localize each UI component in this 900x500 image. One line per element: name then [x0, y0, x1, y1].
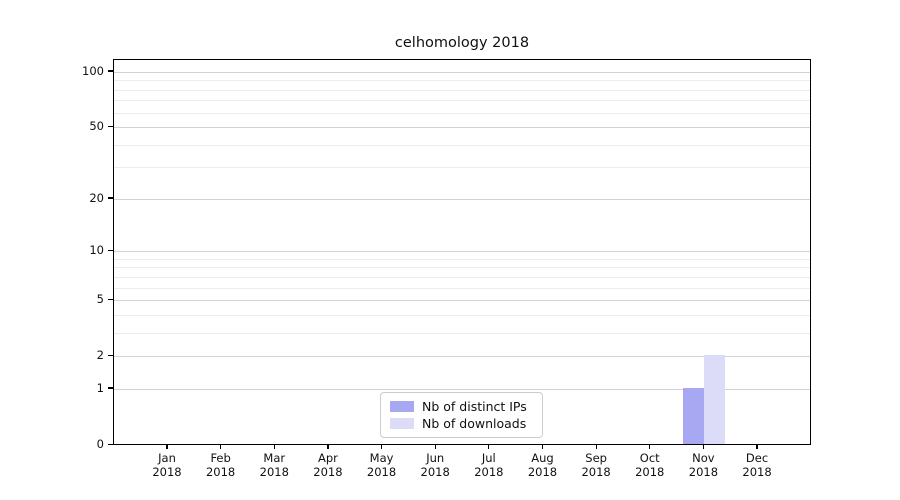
x-tick-label-apr: Apr 2018: [296, 451, 360, 479]
major-gridline-y-10: [114, 251, 810, 253]
x-tick-dec: [756, 444, 758, 449]
minor-gridline-y-3: [114, 332, 810, 334]
x-tick-label-oct: Oct 2018: [618, 451, 682, 479]
x-tick-label-jan: Jan 2018: [135, 451, 199, 479]
x-tick-year-dec: 2018: [742, 464, 772, 479]
x-tick-aug: [541, 444, 544, 449]
x-tick-sep: [595, 444, 597, 449]
major-gridline-y-5: [114, 300, 810, 302]
y-tick-label-0: 0: [96, 437, 104, 451]
x-tick-may: [380, 444, 383, 449]
legend-swatch-distinct-ips: [390, 400, 414, 412]
y-tick-label-20: 20: [89, 190, 104, 205]
x-tick-year-oct: 2018: [635, 464, 665, 479]
x-tick-year-may: 2018: [366, 464, 397, 479]
minor-gridline-y-9: [114, 258, 810, 260]
legend-item-downloads: Nb of downloads: [390, 416, 533, 431]
y-tick-label-10: 10: [89, 243, 104, 258]
x-tick-year-sep: 2018: [581, 464, 611, 479]
x-tick-apr: [327, 444, 329, 449]
x-tick-year-mar: 2018: [259, 464, 289, 479]
y-tick-5: [108, 298, 113, 300]
x-tick-jul: [488, 444, 490, 449]
minor-gridline-y-60: [114, 112, 810, 114]
x-tick-year-apr: 2018: [313, 464, 343, 479]
minor-gridline-y-30: [114, 167, 810, 169]
major-gridline-y-2: [114, 356, 810, 358]
x-tick-year-nov: 2018: [688, 464, 719, 479]
x-tick-year-jan: 2018: [152, 464, 182, 479]
x-tick-year-jul: 2018: [474, 464, 504, 479]
major-gridline-y-50: [114, 127, 810, 129]
x-tick-label-nov: Nov 2018: [671, 451, 735, 479]
minor-gridline-y-40: [114, 144, 810, 146]
y-tick-label-2: 2: [96, 348, 104, 363]
bar-nov-series-1: [704, 355, 726, 444]
y-tick-0: [108, 443, 113, 445]
legend-label-distinct-ips: Nb of distinct IPs: [422, 398, 527, 414]
legend-label-downloads: Nb of downloads: [422, 416, 527, 432]
plot-area: [113, 59, 811, 445]
x-tick-label-feb: Feb 2018: [189, 451, 253, 479]
major-gridline-y-1: [114, 388, 810, 390]
x-tick-label-jul: Jul 2018: [457, 451, 521, 479]
minor-gridline-y-7: [114, 276, 810, 278]
bar-nov-series-0: [683, 387, 705, 444]
x-tick-label-jun: Jun 2018: [403, 451, 467, 479]
minor-gridline-y-70: [114, 100, 810, 102]
x-tick-year-aug: 2018: [527, 464, 558, 479]
y-tick-label-100: 100: [82, 63, 104, 78]
y-tick-100: [108, 70, 113, 72]
x-tick-mar: [273, 444, 275, 449]
minor-gridline-y-8: [114, 267, 810, 269]
minor-gridline-y-6: [114, 287, 810, 289]
minor-gridline-y-90: [114, 80, 810, 82]
x-tick-year-feb: 2018: [205, 464, 236, 479]
legend-item-distinct-ips: Nb of distinct IPs: [390, 399, 533, 414]
minor-gridline-y-4: [114, 314, 810, 316]
legend-swatch-downloads: [390, 418, 414, 430]
x-tick-nov: [702, 444, 704, 449]
y-tick-label-1: 1: [96, 380, 104, 395]
minor-gridline-y-80: [114, 89, 810, 91]
x-tick-jun: [434, 444, 436, 449]
y-tick-1: [108, 387, 113, 389]
major-gridline-y-20: [114, 198, 810, 200]
x-tick-label-aug: Aug 2018: [510, 451, 574, 479]
y-tick-50: [108, 125, 113, 127]
y-tick-2: [108, 354, 113, 356]
major-gridline-y-100: [114, 71, 810, 73]
y-tick-20: [108, 197, 113, 199]
x-tick-label-mar: Mar 2018: [242, 451, 306, 479]
y-tick-label-50: 50: [89, 119, 104, 134]
x-tick-label-dec: Dec 2018: [725, 451, 789, 479]
y-tick-label-5: 5: [96, 292, 104, 307]
x-tick-year-jun: 2018: [420, 464, 450, 479]
chart-title: celhomology 2018: [394, 35, 530, 51]
x-tick-label-sep: Sep 2018: [564, 451, 628, 479]
y-tick-10: [108, 249, 113, 251]
x-tick-jan: [166, 444, 168, 449]
x-tick-feb: [220, 444, 222, 449]
x-tick-label-may: May 2018: [350, 451, 414, 479]
legend: Nb of distinct IPs Nb of downloads: [380, 392, 543, 438]
x-tick-oct: [649, 444, 651, 449]
